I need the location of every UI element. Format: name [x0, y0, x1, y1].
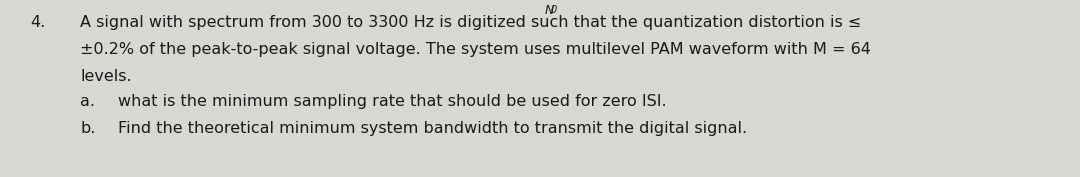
Text: Find the theoretical minimum system bandwidth to transmit the digital signal.: Find the theoretical minimum system band…	[118, 121, 747, 136]
Text: levels.: levels.	[80, 69, 132, 84]
Text: a.: a.	[80, 94, 95, 109]
Text: what is the minimum sampling rate that should be used for zero ISI.: what is the minimum sampling rate that s…	[118, 94, 666, 109]
Text: 4.: 4.	[30, 15, 45, 30]
Text: N: N	[545, 4, 554, 17]
Text: ±0.2% of the peak-to-peak signal voltage. The system uses multilevel PAM wavefor: ±0.2% of the peak-to-peak signal voltage…	[80, 42, 870, 57]
Text: b.: b.	[80, 121, 95, 136]
Text: A signal with spectrum from 300 to 3300 Hz is digitized such that the quantizati: A signal with spectrum from 300 to 3300 …	[80, 15, 861, 30]
Text: 0: 0	[551, 5, 557, 15]
